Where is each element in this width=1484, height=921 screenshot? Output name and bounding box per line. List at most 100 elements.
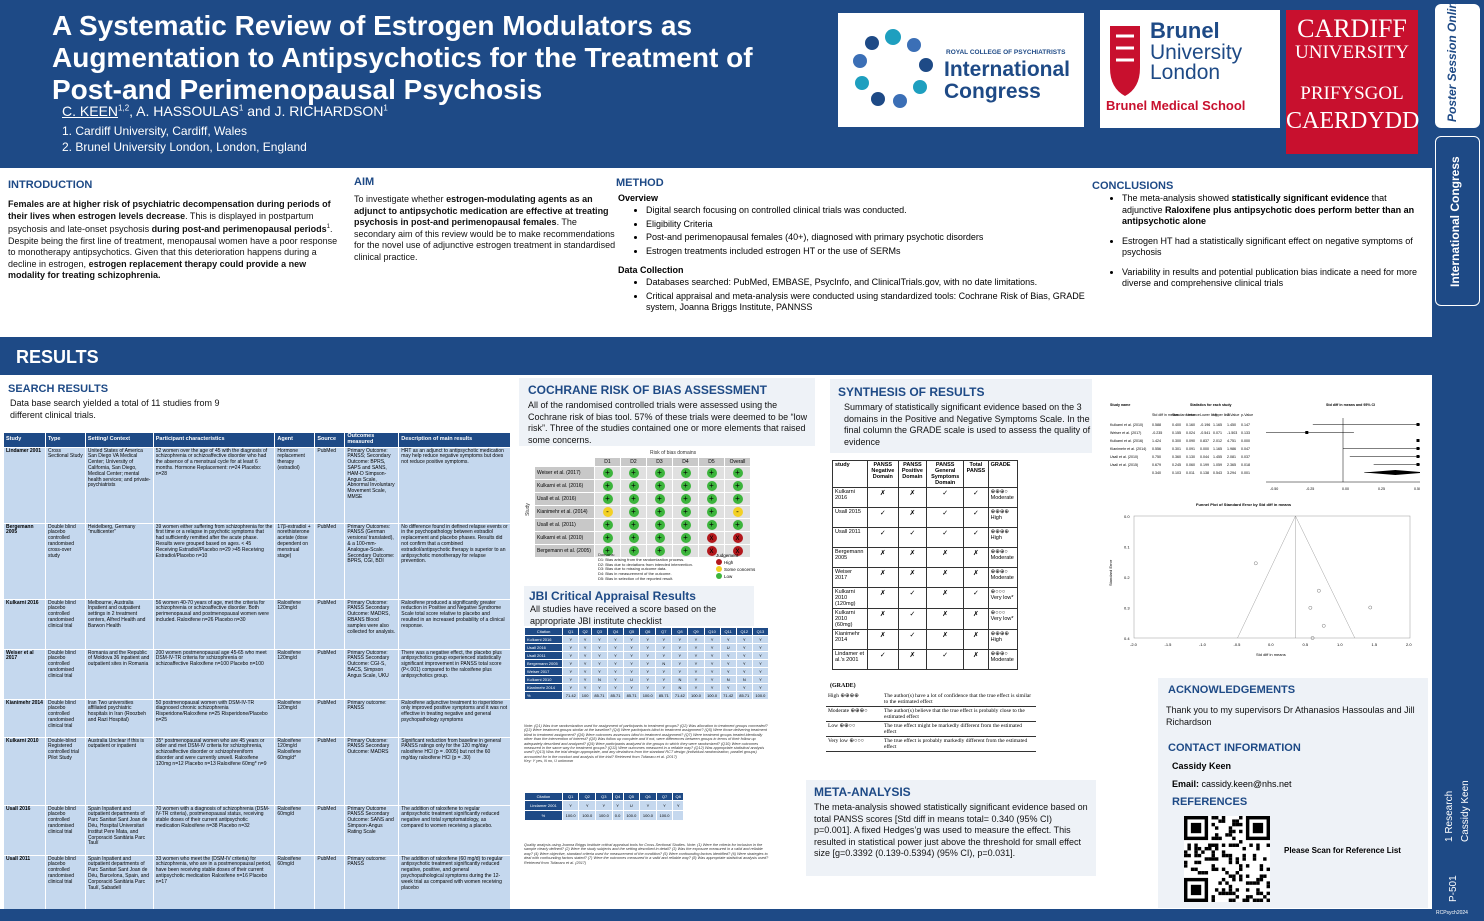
funnel-plot: Funnel Plot of Standard Error by Std dif… <box>1108 502 1412 657</box>
rob-row: Usall et al. (2011) + + + + + + <box>534 518 751 532</box>
jbi-cell: Y <box>578 659 592 668</box>
table-cell: Kianimehr 2014 <box>3 698 46 738</box>
jbi-cs-cell <box>672 810 684 821</box>
jbi-cell: Usall 2016 <box>523 643 564 652</box>
jbi-cell: Y <box>562 651 580 660</box>
jbi-cs-header-cell: Q5 <box>622 792 641 801</box>
rob-judgement-dot: + <box>602 546 613 556</box>
jbi-header-cell: Q8 <box>671 627 689 636</box>
jbi-cell: Y <box>606 635 625 644</box>
rob-judgement-dot: + <box>628 481 639 491</box>
risk-of-bias-chart: Risk of bias domains Study D1 D2 D3 D4 D5 Ove… <box>524 450 756 581</box>
synthesis-header-cell: PANSS Negative Domain <box>867 460 899 488</box>
rob-judgement-dot: + <box>706 507 717 517</box>
synthesis-cell: ✗ <box>897 487 928 508</box>
forest-stat-value: 0.837 <box>1200 439 1209 443</box>
jbi-cell: 71.42 <box>719 691 737 700</box>
jbi-cs-cell: % <box>524 810 563 821</box>
table-cell: No difference found in defined relapse e… <box>398 522 511 600</box>
forest-study-name: Kulkarni et al. (2016) <box>1110 439 1143 443</box>
grade-legend-row: Very low ⊕○○○ The true effect is probably… <box>826 736 1036 752</box>
synthesis-cell: ✗ <box>897 547 928 568</box>
jbi-header-cell: Citation <box>523 627 564 636</box>
jbi-cell: Y <box>655 651 673 660</box>
table-cell: Raloxifene 120mg/d <box>274 598 316 650</box>
table-cell: PubMed <box>314 522 346 600</box>
rob-judgement-dot: x <box>732 533 743 543</box>
jbi-cell: Y <box>687 651 705 660</box>
table-cell: Romania and the Republic of Moldova 36 i… <box>84 648 154 700</box>
table-cell: Significant reduction from baseline in g… <box>398 736 511 806</box>
sidebar-category: 1 Research <box>1444 790 1455 842</box>
funnel-boundary-left <box>1237 515 1296 639</box>
brunel-logo: Brunel University London Brunel Medical … <box>1100 10 1280 128</box>
forest-subheader: Lower limit <box>1200 413 1217 417</box>
funnel-y-tick: 0.4 <box>1124 636 1130 641</box>
jbi-cell: Y <box>623 643 641 652</box>
funnel-boundary-right <box>1295 515 1355 639</box>
jbi-cell: 85.71 <box>623 691 641 700</box>
jbi-cell: Y <box>562 643 580 652</box>
synthesis-cell: ✗ <box>867 587 899 609</box>
forest-x-tick: 0.25 <box>1378 487 1385 491</box>
forest-stat-value: 0.000 <box>1200 447 1209 451</box>
synthesis-cell: ✗ <box>963 567 989 588</box>
jbi-header-cell: Q7 <box>655 627 673 636</box>
jbi-cell: Y <box>735 635 753 644</box>
forest-stat-value: 0.091 <box>1186 447 1195 451</box>
jbi-title: JBI Critical Appraisal Results <box>529 589 696 603</box>
forest-stat-value: 2.081 <box>1227 455 1236 459</box>
affiliation-1: 1. Cardiff University, Cardiff, Wales <box>62 124 247 138</box>
grade-legend-cell: Moderate ⊕⊕⊕○ <box>826 706 882 722</box>
jbi-cell: Y <box>671 659 689 668</box>
rob-judgement-dot: + <box>706 520 717 530</box>
jbi-cs-header-cell: Q3 <box>595 792 613 801</box>
contact-email[interactable]: cassidy.keen@nhs.net <box>1201 779 1292 789</box>
synthesis-header-box <box>830 379 1092 453</box>
introduction-text: Females are at higher risk of psychiatri… <box>8 199 338 280</box>
jbi-cell: Y <box>655 635 673 644</box>
synthesis-cell: ✗ <box>926 608 965 630</box>
table-row: Weiser et al 2017 Double blind placebo co… <box>3 648 511 700</box>
forest-stat-value: 0.543 <box>1213 471 1222 475</box>
jbi-cell: Y <box>751 675 770 684</box>
results-bar <box>0 337 1432 375</box>
jbi-cell: Y <box>751 651 770 660</box>
rob-judgement-dot: + <box>706 494 717 504</box>
rob-legend-item: High <box>716 559 755 565</box>
funnel-x-label: Std diff in means <box>1256 652 1286 657</box>
jbi-cell: Y <box>703 651 721 660</box>
jbi-cell: Y <box>606 651 625 660</box>
forest-stat-value: -0.541 <box>1200 431 1210 435</box>
rob-judgement-dot: + <box>628 546 639 556</box>
rob-domain-header: Overall <box>724 457 751 467</box>
rob-study-label: Kulkarni et al. (2016) <box>534 479 595 493</box>
method-overview-item: Eligibility Criteria <box>646 219 1074 231</box>
qr-code-icon[interactable] <box>1184 816 1270 902</box>
rob-row: Bergemann et al. (2005) + + + + x x <box>534 544 751 558</box>
forest-stat-value: 0.147 <box>1241 423 1250 427</box>
forest-stat-value: 0.360 <box>1172 455 1181 459</box>
table-cell: PubMed <box>314 648 346 700</box>
jbi-cell: Y <box>687 667 705 676</box>
forest-stat-value: 1.165 <box>1213 423 1222 427</box>
rob-study-label: Usall et al. (2016) <box>534 492 595 506</box>
jbi-cell: Kulkarni 2010 <box>523 675 564 684</box>
synthesis-cell: ✓ <box>963 507 989 528</box>
synthesis-cell: ✓ <box>897 608 928 630</box>
rob-judgement-dot: + <box>732 481 743 491</box>
forest-stat-value: 1.986 <box>1227 447 1236 451</box>
rob-judgement-dot: + <box>628 494 639 504</box>
method-overview-item: Estrogen treatments included estrogen HT… <box>646 246 1074 258</box>
table-header-cell: Setting/ Context <box>84 432 154 448</box>
table-cell: Primary Outcome: PANSS Secondary Outcome… <box>344 736 400 806</box>
synthesis-cell: ⊕⊕⊕○ Moderate <box>987 567 1019 588</box>
table-cell: Raloxifene 120mg/d <box>274 648 316 700</box>
rob-legend-line: D1: Bias arising from the randomization … <box>598 556 685 562</box>
synthesis-cell: Lindamer et al.'s 2001 <box>831 649 869 670</box>
funnel-x-tick: -0.5 <box>1234 642 1242 647</box>
rob-judgement-dot: + <box>628 507 639 517</box>
grade-legend-cell: The author(s) believe that the true effe… <box>882 706 1036 722</box>
jbi-cs-header-row: Citation Q1 Q2 Q3 Q4 Q5 Q6 Q7 Q8 <box>524 792 684 801</box>
table-cell: Primary Outcome: PANSS; Secondary Outcom… <box>344 446 400 524</box>
